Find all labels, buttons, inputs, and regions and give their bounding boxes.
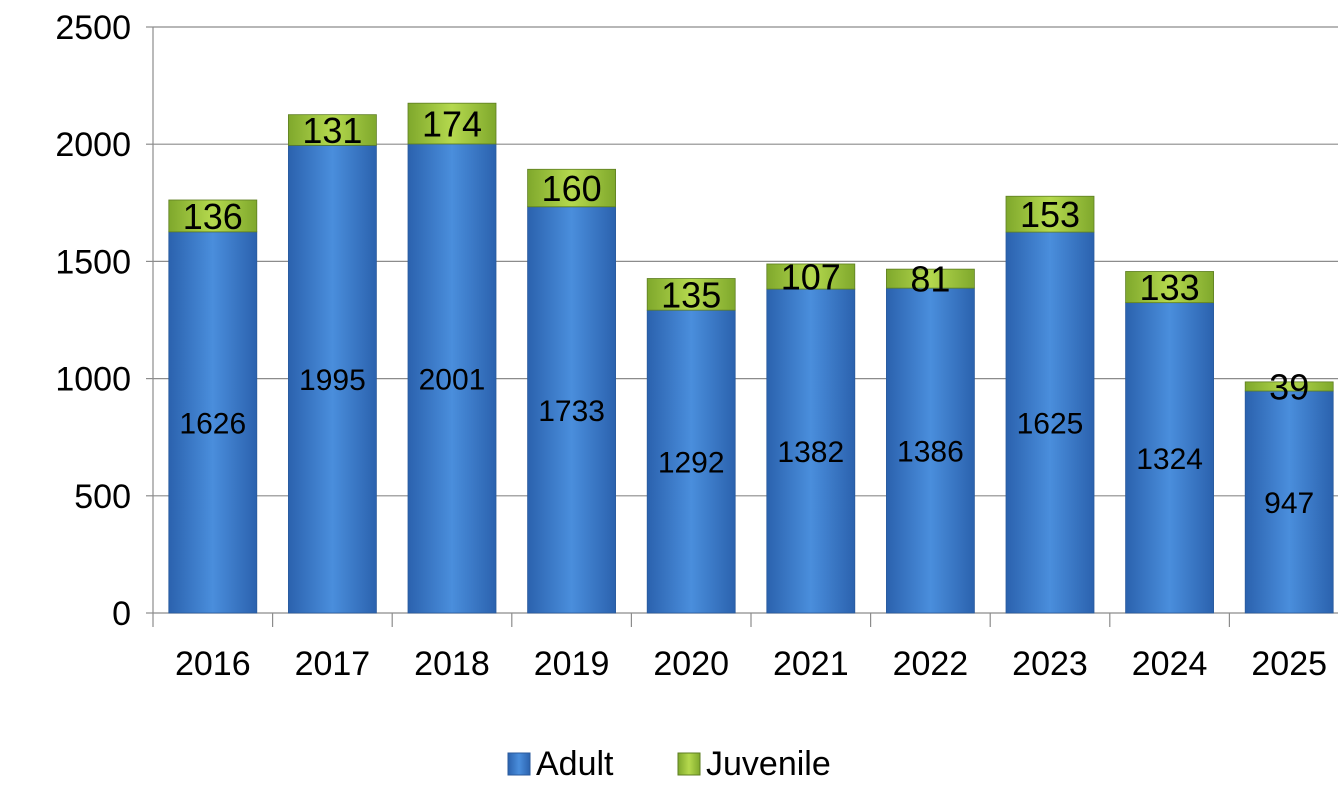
x-tick-label-2019: 2019 — [534, 645, 610, 683]
legend-label-juvenile: Juvenile — [706, 745, 831, 783]
y-tick-label: 0 — [112, 595, 131, 633]
data-label-juvenile-2016: 136 — [183, 196, 243, 237]
data-label-adult-2020: 1292 — [658, 447, 725, 480]
bar-adult-2023 — [1005, 231, 1095, 614]
x-tick-label-2023: 2023 — [1012, 645, 1088, 683]
y-tick-label: 1000 — [55, 361, 131, 399]
bar-juvenile-2022 — [886, 268, 975, 289]
x-tick-label-2020: 2020 — [653, 645, 729, 683]
data-label-adult-2021: 1382 — [777, 436, 844, 469]
x-tick-label-2022: 2022 — [893, 645, 969, 683]
data-label-juvenile-2020: 135 — [661, 274, 721, 315]
data-label-juvenile-2023: 153 — [1020, 194, 1080, 235]
data-label-juvenile-2025: 39 — [1269, 366, 1309, 407]
x-tick-label-2024: 2024 — [1132, 645, 1208, 683]
data-label-adult-2024: 1324 — [1136, 443, 1203, 476]
bar-adult-2021 — [766, 288, 856, 614]
bar-adult-2025 — [1244, 390, 1334, 614]
bars — [168, 102, 1334, 614]
legend-item-adult: Adult — [507, 745, 614, 783]
x-tick-label-2016: 2016 — [175, 645, 251, 683]
y-tick-label: 2500 — [55, 9, 131, 47]
y-tick-label: 500 — [74, 478, 131, 516]
bar-juvenile-2025 — [1244, 381, 1334, 392]
bar-juvenile-2023 — [1005, 195, 1095, 233]
data-label-juvenile-2022: 81 — [910, 259, 950, 300]
bar-juvenile-2016 — [168, 199, 258, 233]
data-label-juvenile-2024: 133 — [1140, 267, 1200, 308]
legend-swatch-adult — [507, 752, 531, 776]
data-labels: 1626 136 1995 131 2001 174 1733 160 1292 135 1382 1… — [179, 104, 1314, 520]
bar-juvenile-2019 — [527, 168, 616, 208]
x-tick-label-2017: 2017 — [295, 645, 371, 683]
bar-adult-2020 — [646, 309, 736, 614]
y-tick-label: 1500 — [55, 243, 131, 281]
data-label-adult-2017: 1995 — [299, 364, 366, 397]
bar-juvenile-2018 — [407, 102, 497, 145]
data-label-adult-2023: 1625 — [1017, 408, 1084, 441]
legend: Adult Juvenile — [507, 745, 831, 783]
bar-adult-2022 — [886, 287, 975, 614]
bar-adult-2024 — [1125, 302, 1214, 614]
x-tick-label-2021: 2021 — [773, 645, 849, 683]
bar-juvenile-2017 — [287, 114, 377, 146]
data-label-adult-2018: 2001 — [419, 363, 486, 396]
bar-juvenile-2020 — [646, 278, 736, 311]
data-label-adult-2022: 1386 — [897, 436, 964, 469]
data-label-adult-2016: 1626 — [179, 407, 246, 440]
bar-adult-2016 — [168, 231, 258, 614]
data-label-juvenile-2019: 160 — [542, 168, 602, 209]
bar-adult-2019 — [527, 206, 616, 614]
x-tick-label-2018: 2018 — [414, 645, 490, 683]
data-label-juvenile-2021: 107 — [781, 257, 841, 298]
data-label-adult-2025: 947 — [1264, 487, 1314, 520]
legend-label-adult: Adult — [536, 745, 614, 783]
data-label-adult-2019: 1733 — [538, 395, 605, 428]
bar-juvenile-2021 — [766, 263, 856, 290]
data-label-juvenile-2017: 131 — [302, 110, 362, 151]
data-label-juvenile-2018: 174 — [422, 104, 482, 145]
x-tick-label-2025: 2025 — [1251, 645, 1327, 683]
bar-adult-2018 — [407, 143, 497, 614]
legend-item-juvenile: Juvenile — [677, 745, 831, 783]
bar-adult-2017 — [287, 144, 377, 614]
y-tick-label: 2000 — [55, 126, 131, 164]
bar-juvenile-2024 — [1125, 271, 1214, 304]
legend-swatch-juvenile — [677, 752, 701, 776]
